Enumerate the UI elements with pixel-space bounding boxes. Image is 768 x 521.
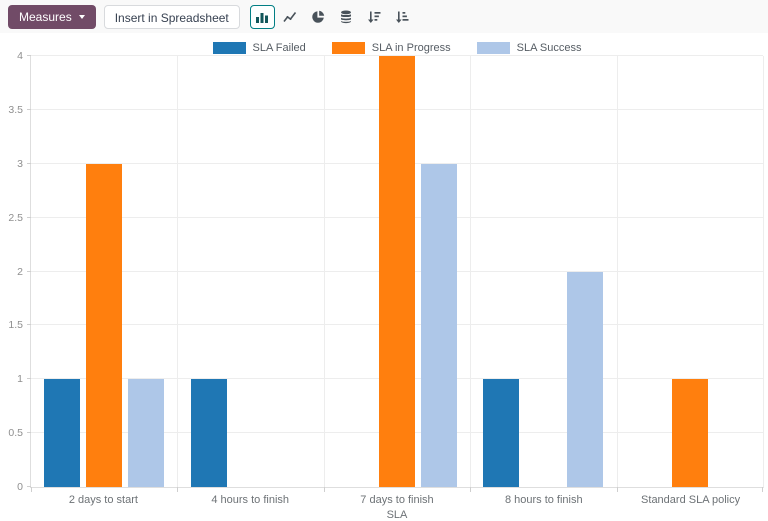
y-axis-tick [27, 55, 31, 56]
y-tick-label: 0 [17, 481, 23, 493]
bar-group [177, 56, 323, 487]
bar-group [324, 56, 470, 487]
caret-down-icon [78, 14, 85, 19]
toolbar: Measures Insert in Spreadsheet [0, 0, 768, 33]
legend-label: SLA Failed [252, 42, 306, 54]
x-tick-label: 2 days to start [68, 494, 138, 506]
y-tick-label: 1.5 [8, 319, 23, 332]
legend-label: SLA in Progress [371, 42, 451, 54]
bar-sla-success [567, 271, 604, 487]
x-tick-label: 8 hours to finish [504, 494, 583, 506]
v-gridline [323, 56, 325, 487]
y-axis-tick [27, 324, 31, 326]
pie-chart-button[interactable] [306, 5, 331, 29]
y-tick-label: 2.5 [8, 211, 23, 224]
y-axis-tick [27, 162, 31, 164]
sort-descending-button[interactable] [362, 5, 387, 29]
legend-swatch [212, 42, 246, 54]
v-gridline [177, 56, 179, 487]
x-axis-tick [31, 487, 32, 492]
measures-button-label: Measures [19, 9, 72, 24]
legend-item[interactable]: SLA Success [476, 42, 582, 54]
x-axis-labels: 2 days to start 4 hours to finish 7 days t… [30, 488, 764, 506]
bar-groups [31, 56, 763, 487]
y-axis-tick [27, 486, 31, 487]
database-icon [339, 10, 353, 24]
y-axis-tick [27, 270, 31, 272]
legend-item[interactable]: SLA Failed [212, 42, 306, 54]
bar-sla-in-progress [671, 379, 708, 487]
y-tick-label: 1 [17, 373, 23, 386]
bar-sla-failed [44, 379, 81, 487]
h-gridline [31, 55, 763, 56]
sort-ascending-button[interactable] [390, 5, 415, 29]
plot-area: 0 0.5 1 1.5 2 2.5 3 3.5 4 [8, 50, 764, 493]
chart-type-switcher [249, 4, 415, 29]
line-chart-button[interactable] [278, 5, 303, 29]
legend-label: SLA Success [516, 42, 582, 54]
y-tick-label: 3.5 [8, 103, 23, 116]
legend-swatch [476, 42, 510, 54]
bar-chart-button[interactable] [249, 4, 275, 29]
legend-swatch [331, 42, 365, 54]
x-axis-tick [470, 487, 472, 492]
x-tick-label: 4 hours to finish [211, 494, 290, 506]
bar-sla-success [128, 379, 165, 487]
y-axis-tick [27, 108, 31, 110]
x-axis-tick [323, 487, 325, 492]
x-tick-label: 7 days to finish [360, 494, 434, 506]
bar-sla-in-progress [86, 163, 123, 487]
stacked-button[interactable] [334, 5, 359, 29]
x-axis-tick [762, 487, 763, 492]
y-tick-label: 2 [17, 265, 23, 278]
v-gridline [470, 56, 472, 487]
x-axis-tick [616, 487, 618, 492]
x-tick-label: Standard SLA policy [641, 494, 741, 506]
y-tick-label: 0.5 [8, 427, 23, 440]
sort-amount-desc-icon [367, 10, 381, 24]
pie-chart-icon [311, 10, 325, 24]
bar-group [31, 56, 177, 487]
line-chart-icon [283, 10, 297, 24]
insert-in-spreadsheet-label: Insert in Spreadsheet [114, 10, 229, 25]
bar-sla-in-progress [379, 56, 416, 487]
bar-group [470, 56, 616, 487]
sort-amount-asc-icon [395, 10, 409, 24]
bar-chart-icon [255, 10, 269, 24]
measures-button[interactable]: Measures [8, 4, 96, 29]
bar-group [617, 56, 763, 487]
x-axis-tick [177, 487, 179, 492]
chart-legend: SLA Failed SLA in Progress SLA Success [30, 40, 764, 56]
y-axis-tick [27, 216, 31, 218]
y-tick-label: 3 [17, 157, 23, 170]
y-tick-label: 4 [17, 50, 23, 62]
legend-item[interactable]: SLA in Progress [331, 42, 451, 54]
insert-in-spreadsheet-button[interactable]: Insert in Spreadsheet [103, 4, 240, 29]
bar-sla-failed [483, 379, 520, 487]
y-axis-tick [27, 432, 31, 434]
v-gridline [616, 56, 618, 487]
bar-sla-success [421, 163, 458, 487]
y-axis-tick [27, 378, 31, 380]
x-axis-title: SLA [386, 509, 408, 521]
bar-sla-failed [190, 379, 227, 487]
bar-chart: SLA Failed SLA in Progress SLA Success 0 0.… [0, 33, 768, 521]
